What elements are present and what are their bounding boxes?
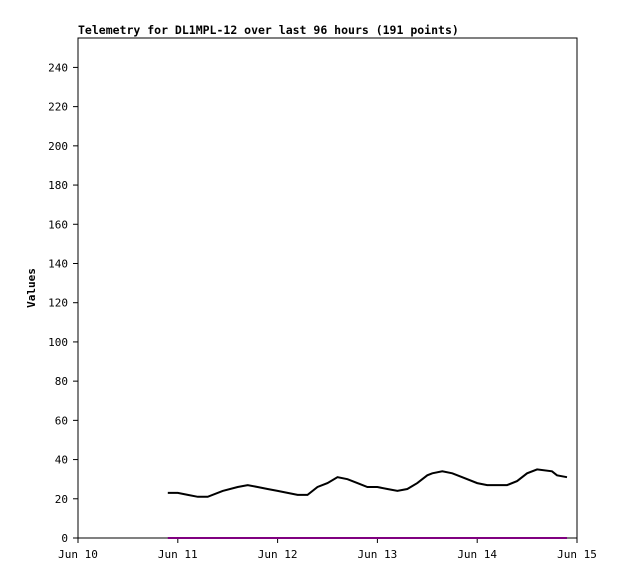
x-tick-label: Jun 12 <box>258 548 298 561</box>
y-tick-label: 60 <box>55 414 68 427</box>
y-tick-label: 200 <box>48 140 68 153</box>
chart-title: Telemetry for DL1MPL-12 over last 96 hou… <box>78 23 459 37</box>
y-tick-label: 160 <box>48 218 68 231</box>
x-tick-label: Jun 13 <box>358 548 398 561</box>
y-tick-label: 80 <box>55 375 68 388</box>
series-line <box>167 468 568 498</box>
y-tick-label: 240 <box>48 61 68 74</box>
y-tick-label: 140 <box>48 257 68 270</box>
y-tick-label: 220 <box>48 101 68 114</box>
y-axis-label: Values <box>25 268 38 308</box>
y-tick-label: 40 <box>55 454 68 467</box>
x-tick-label: Jun 11 <box>158 548 198 561</box>
y-tick-label: 120 <box>48 297 68 310</box>
y-tick-label: 0 <box>61 532 68 545</box>
x-tick-label: Jun 14 <box>457 548 497 561</box>
y-tick-label: 20 <box>55 493 68 506</box>
y-tick-label: 180 <box>48 179 68 192</box>
plot-frame <box>77 37 578 539</box>
x-tick-label: Jun 15 <box>557 548 597 561</box>
x-tick-label: Jun 10 <box>58 548 98 561</box>
y-tick-label: 100 <box>48 336 68 349</box>
